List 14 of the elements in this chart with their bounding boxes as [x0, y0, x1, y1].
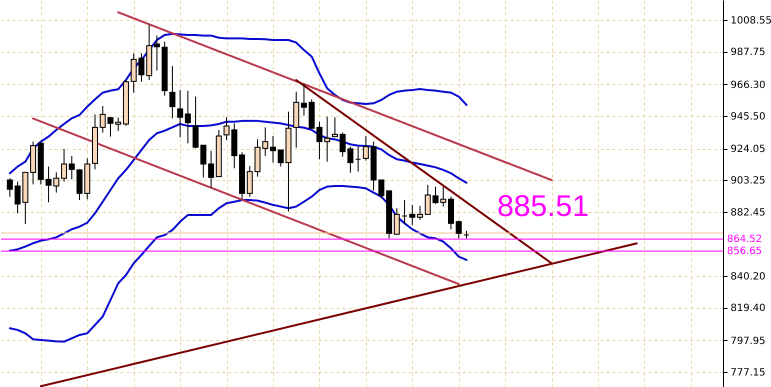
y-tick-label: 987.75 — [730, 47, 766, 58]
ref-line-label: 856.65 — [727, 246, 762, 258]
y-tick-label: 966.30 — [730, 80, 766, 91]
y-tick-label: 882.45 — [730, 207, 766, 218]
annotation: 885.51 — [497, 190, 589, 223]
y-tick-label: 777.15 — [730, 368, 766, 379]
y-tick-label: 840.20 — [730, 272, 766, 283]
y-tick-label: 819.40 — [730, 303, 766, 314]
y-tick-label: 903.25 — [730, 176, 766, 187]
ref-line-label: 864.52 — [727, 234, 762, 246]
y-tick-label: 924.05 — [730, 144, 766, 156]
y-tick-label: 797.95 — [730, 336, 766, 347]
y-tick-label: 1008.55 — [730, 16, 771, 27]
y-tick-label: 945.50 — [730, 111, 766, 122]
